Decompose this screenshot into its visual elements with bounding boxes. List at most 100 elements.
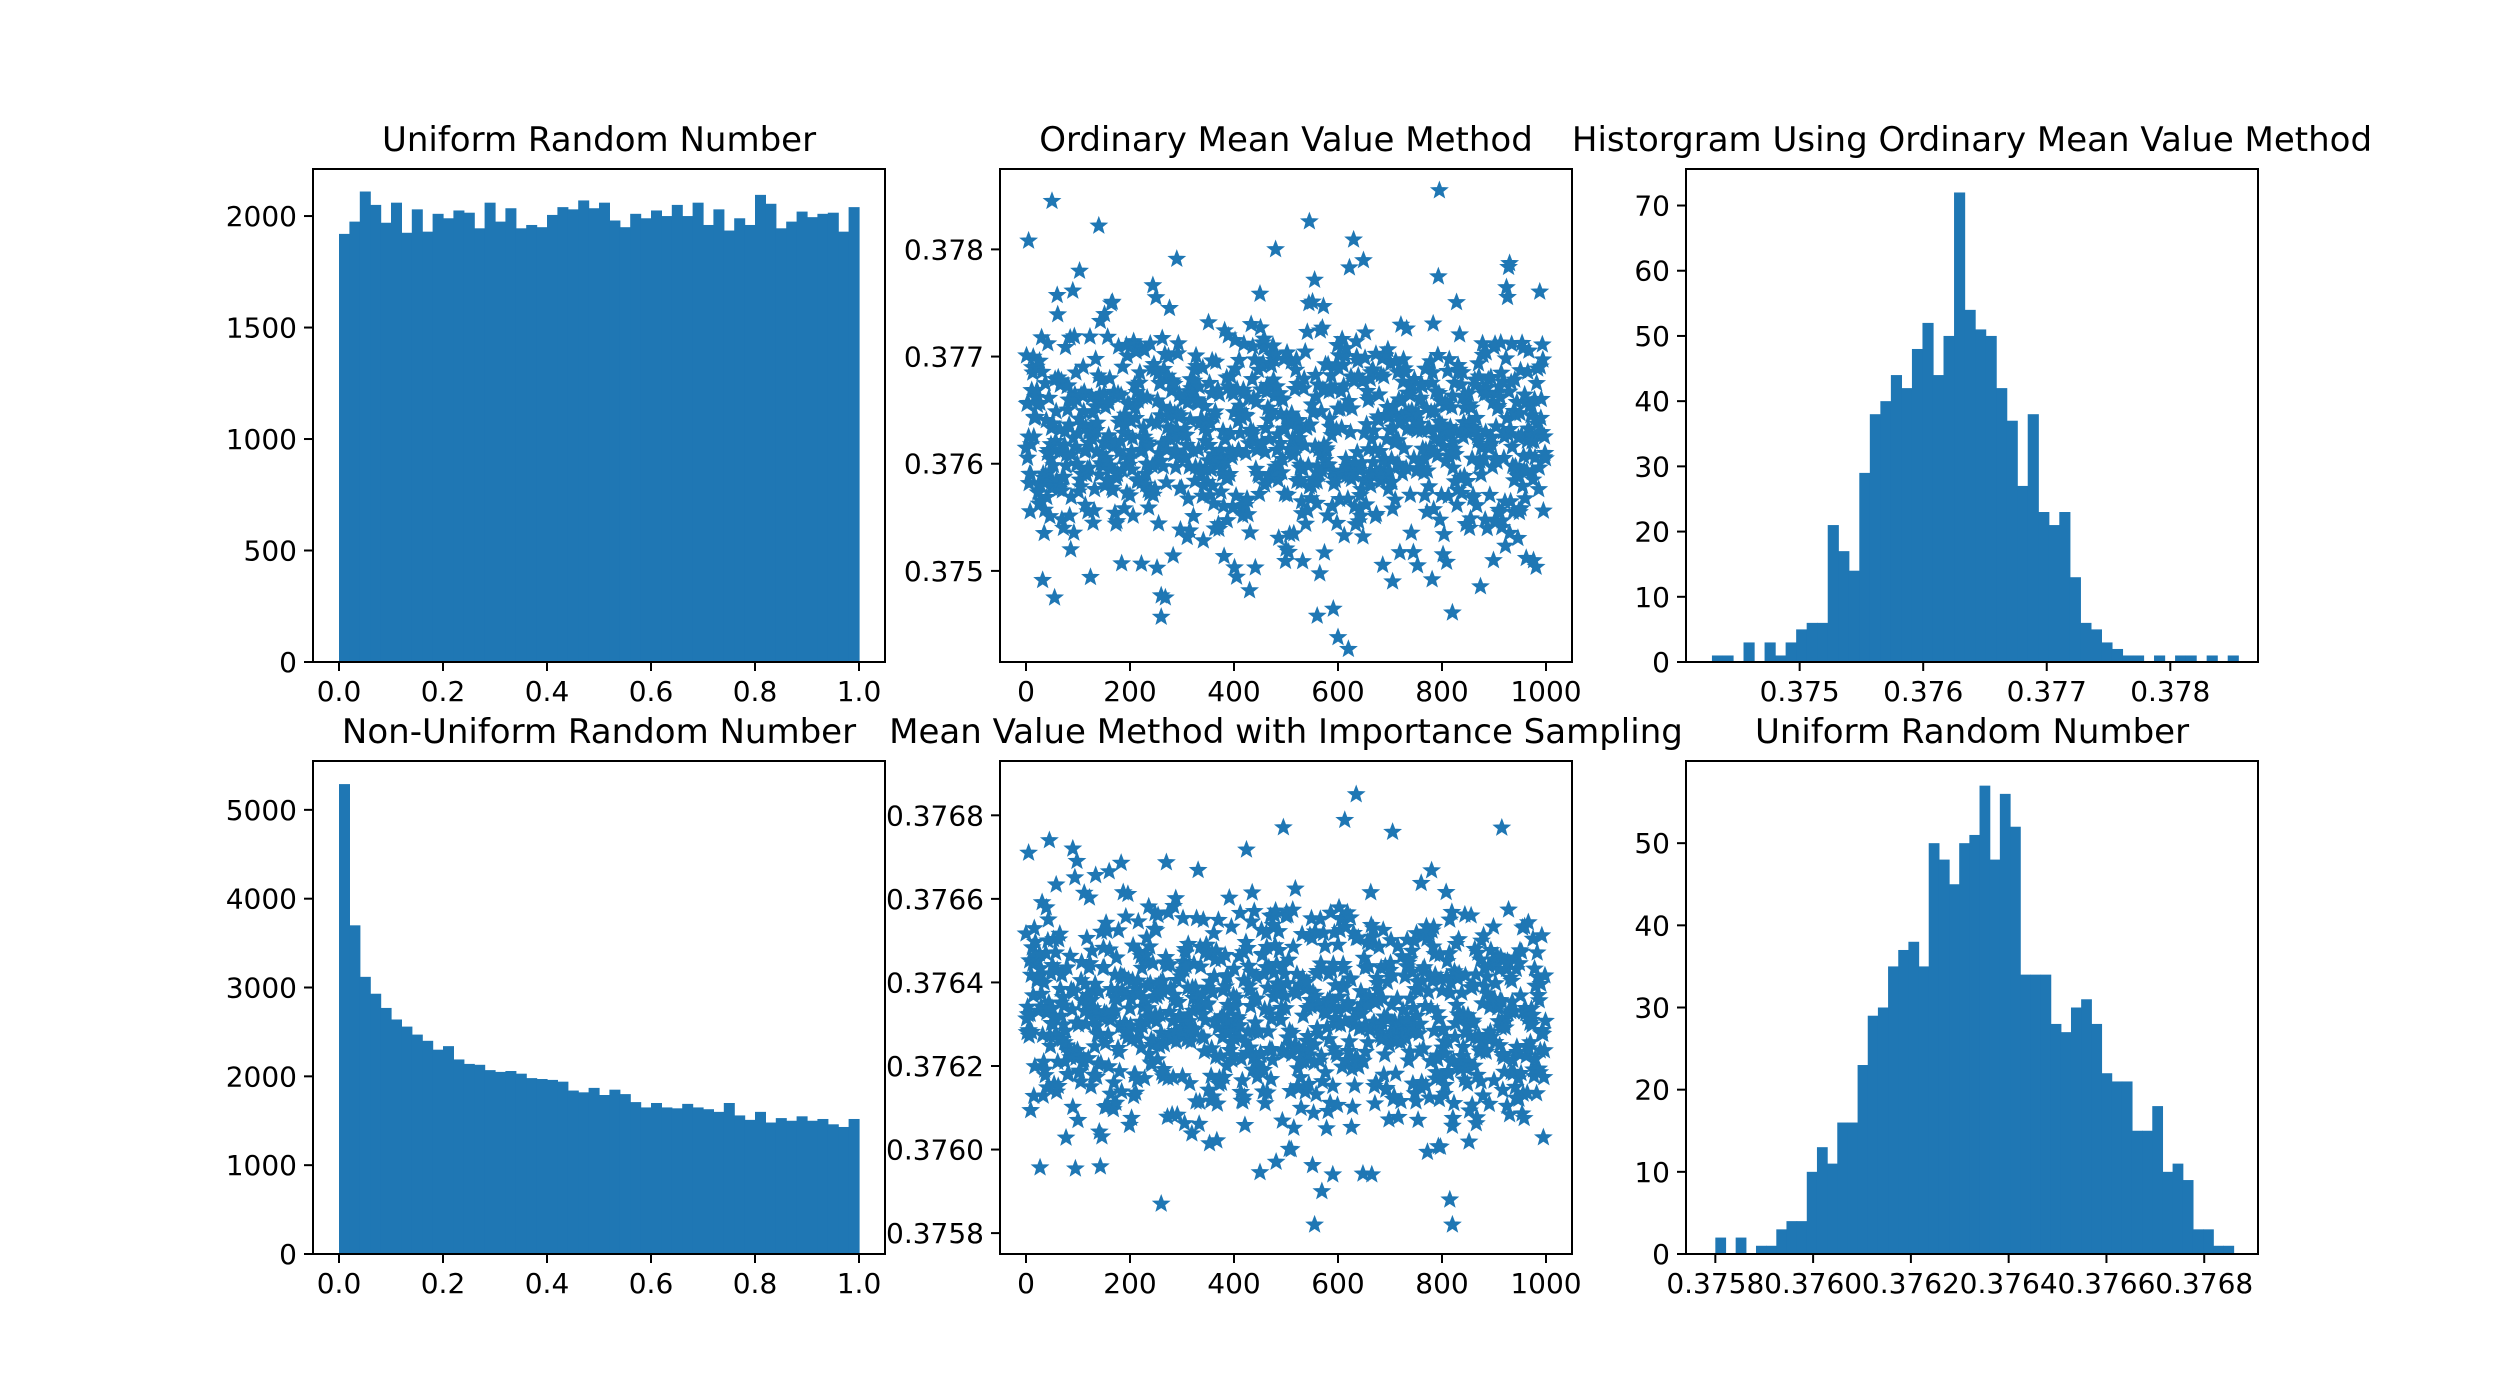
y-tick-label: 20 [1634, 1074, 1670, 1107]
y-tick-label: 1500 [226, 312, 297, 345]
scatter-point [1295, 435, 1315, 454]
scatter-point [1189, 439, 1209, 458]
scatter-point [1329, 897, 1349, 916]
scatter-point [1453, 1037, 1473, 1056]
scatter-point [1293, 551, 1313, 570]
x-tick-label: 0.378 [2130, 675, 2210, 708]
scatter-point [1400, 989, 1420, 1007]
scatter-point [1299, 211, 1319, 230]
scatter-point [1032, 984, 1052, 1003]
scatter-point [1342, 1117, 1361, 1136]
scatter-point [1132, 553, 1151, 572]
histogram-bar [1908, 941, 1920, 1254]
scatter-point [1128, 911, 1148, 930]
scatter-point [1240, 1037, 1260, 1056]
scatter-point [1434, 1019, 1453, 1037]
histogram-bar [588, 1087, 600, 1254]
scatter-point [1148, 1049, 1167, 1068]
scatter-point [1147, 558, 1167, 576]
scatter-point [1526, 557, 1546, 576]
scatter-point [1415, 485, 1435, 504]
histogram-bar [661, 1107, 673, 1254]
scatter-point [1498, 287, 1517, 306]
scatter-point [1225, 330, 1245, 349]
scatter-point [1209, 519, 1229, 538]
scatter-point [1463, 1010, 1483, 1029]
scatter-point [1122, 1108, 1141, 1127]
histogram-bar [370, 993, 382, 1254]
scatter-point [1301, 414, 1320, 433]
scatter-point [1515, 488, 1535, 507]
histogram-bar [567, 1090, 579, 1254]
scatter-point [1467, 495, 1487, 514]
histogram-bar [2185, 655, 2197, 662]
scatter-point [1383, 571, 1403, 590]
scatter-point [1364, 420, 1384, 439]
x-tick-label: 0.376 [1883, 675, 1963, 708]
scatter-point [1168, 333, 1188, 352]
y-tick-label: 50 [1634, 827, 1670, 860]
scatter-point [1500, 523, 1520, 542]
scatter-point [1315, 542, 1334, 561]
scatter-point [1477, 966, 1497, 985]
scatter-point [1242, 369, 1262, 388]
histogram-bar [2010, 826, 2021, 1254]
scatter-point [1494, 448, 1514, 467]
scatter-point [1523, 469, 1543, 488]
histogram-bar [588, 208, 600, 663]
scatter-point [1204, 923, 1224, 942]
scatter-point [1328, 1095, 1347, 1114]
scatter-point [1063, 838, 1083, 857]
scatter-point [1323, 598, 1343, 617]
scatter-point [1206, 352, 1226, 370]
histogram-bar [1890, 375, 1903, 662]
scatter-point [1160, 1002, 1179, 1021]
y-tick-label: 10 [1634, 1156, 1670, 1189]
scatter-point [1536, 448, 1555, 467]
histogram-bar [651, 210, 662, 662]
scatter-point [1091, 1053, 1111, 1072]
scatter-point [1299, 1074, 1319, 1093]
scatter-point [1166, 888, 1186, 907]
axes-frame [999, 168, 1573, 663]
scatter-point [1346, 784, 1366, 803]
y-tick-label: 2000 [226, 1060, 297, 1093]
scatter-point [1525, 958, 1544, 977]
scatter-point [1422, 372, 1442, 391]
histogram-bar [1985, 335, 1997, 662]
scatter-point [1245, 557, 1265, 576]
scatter-point [1018, 448, 1037, 466]
scatter-point [1505, 369, 1525, 388]
scatter-point [1254, 1060, 1274, 1079]
scatter-point [1361, 882, 1381, 901]
scatter-point [1341, 969, 1361, 988]
scatter-point [1058, 375, 1078, 394]
scatter-point [1347, 442, 1367, 461]
scatter-point [1316, 1062, 1335, 1081]
scatter-point [1086, 420, 1106, 439]
scatter-point [1238, 504, 1258, 523]
scatter-point [1386, 1063, 1406, 1082]
scatter-point [1272, 449, 1292, 468]
scatter-point [1250, 1162, 1270, 1181]
histogram-bar [2192, 1229, 2204, 1254]
scatter-point [1461, 397, 1481, 416]
scatter-point [1272, 462, 1292, 481]
histogram-bar [1938, 859, 1950, 1254]
x-tick-label: 0.3760 [1764, 1267, 1862, 1300]
histogram-bar [1880, 401, 1892, 662]
histogram-bar [484, 202, 496, 663]
scatter-point [1143, 275, 1163, 294]
scatter-point [1126, 1083, 1146, 1101]
scatter-point [1030, 350, 1049, 369]
scatter-point [1339, 1041, 1359, 1060]
scatter-point [1050, 979, 1070, 998]
scatter-point [1439, 943, 1459, 962]
y-tick-label: 3000 [226, 972, 297, 1005]
scatter-point [1070, 261, 1089, 279]
scatter-point [1420, 1087, 1439, 1106]
histogram-bar [692, 1107, 704, 1254]
scatter-point [1305, 1034, 1325, 1053]
panel-nonuniform-histogram: Non-Uniform Random Number 0.0 0.2 0.4 0.6 0.… [226, 712, 886, 1300]
